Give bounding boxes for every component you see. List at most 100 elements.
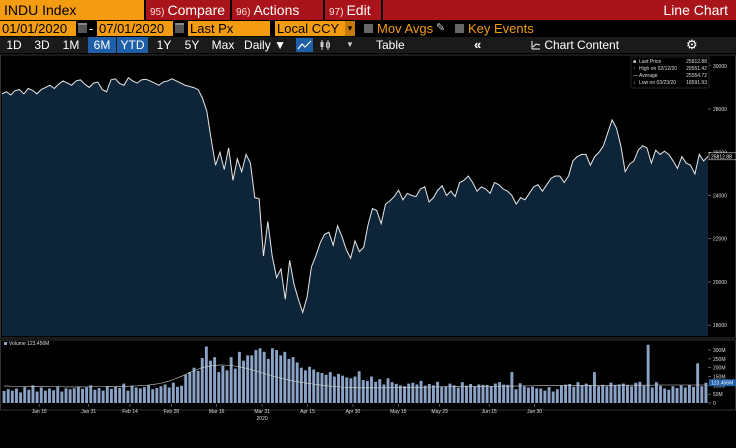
legend-marker: ↑ (633, 66, 636, 72)
volume-bar (469, 383, 473, 403)
volume-bar (122, 383, 126, 403)
period-5y[interactable]: 5Y (184, 38, 200, 52)
volume-bar (365, 380, 369, 403)
edit-button[interactable]: 97) Edit (325, 0, 381, 20)
chart-area[interactable]: 18000200002200024000260002800030000■Last… (0, 53, 736, 448)
start-date-field[interactable]: 01/01/2020 (0, 21, 76, 36)
key-events-label[interactable]: Key Events (468, 21, 534, 36)
mov-avgs-label[interactable]: Mov Avgs (377, 21, 434, 36)
volume-tick-label: 0 (713, 401, 716, 407)
key-events-checkbox[interactable] (455, 24, 464, 33)
compare-button[interactable]: 95) Compare (146, 0, 230, 20)
volume-bar (308, 366, 312, 403)
double-chevron-left-icon[interactable]: « (474, 37, 482, 52)
price-tick-label: 18000 (713, 323, 727, 329)
volume-bar (279, 355, 283, 403)
volume-bar (209, 360, 212, 403)
x-tick-label: Apr 30 (346, 409, 361, 415)
end-date-field[interactable]: 07/01/2020 (97, 21, 173, 36)
volume-bar (15, 388, 18, 403)
toolbar-fill: Line Chart (383, 0, 736, 20)
volume-bar (60, 391, 64, 403)
line-chart-icon[interactable] (296, 38, 313, 52)
actions-button[interactable]: 96) Actions (232, 0, 323, 20)
volume-bar (250, 355, 254, 403)
volume-bar (634, 382, 638, 403)
period-1m[interactable]: 1M (62, 38, 80, 52)
edit-number: 97) (329, 7, 344, 18)
chevron-down-icon[interactable]: ▾ (345, 21, 355, 36)
volume-bar (398, 385, 402, 403)
calendar-icon[interactable] (175, 23, 184, 33)
x-tick-label: Jan 15 (32, 409, 47, 415)
volume-bar (675, 388, 679, 403)
volume-bar (498, 382, 501, 403)
legend-label: High on 02/12/20 (639, 66, 677, 72)
volume-bar (89, 385, 93, 403)
volume-tick-label: 200M (713, 366, 726, 372)
period-1d[interactable]: 1D (6, 38, 22, 52)
volume-bar (242, 360, 245, 403)
candlestick-icon[interactable] (318, 38, 332, 52)
volume-bar (440, 386, 444, 403)
volume-bar (72, 388, 76, 403)
volume-bar (427, 383, 431, 403)
volume-bar (448, 383, 452, 403)
volume-bar (506, 384, 510, 403)
volume-bar (31, 385, 35, 403)
volume-bar (526, 387, 530, 403)
ticker-field[interactable]: INDU Index (0, 0, 144, 20)
chevron-down-icon[interactable]: ▼ (346, 40, 354, 49)
volume-bar (370, 376, 373, 403)
volume-bar (650, 387, 654, 403)
volume-bar (76, 386, 80, 403)
volume-bar (10, 390, 14, 403)
volume-bar (411, 382, 415, 403)
period-6m[interactable]: 6M (88, 37, 116, 53)
currency-select[interactable]: Local CCY ▾ (275, 21, 355, 36)
volume-bar (299, 367, 303, 403)
period-3d[interactable]: 3D (34, 38, 50, 52)
volume-bar (452, 385, 456, 403)
top-toolbar: INDU Index 95) Compare 96) Actions 97) Edit… (0, 0, 736, 20)
table-button[interactable]: Table (376, 38, 405, 52)
volume-bar (229, 357, 233, 403)
chart-svg[interactable]: 18000200002200024000260002800030000■Last… (0, 53, 736, 448)
volume-bar (403, 386, 406, 403)
period-max[interactable]: Max (211, 38, 235, 52)
volume-bar (270, 348, 274, 403)
period-ytd[interactable]: YTD (117, 37, 148, 53)
volume-bar (295, 362, 299, 403)
volume-bar (696, 363, 700, 403)
period-1y[interactable]: 1Y (156, 38, 172, 52)
volume-tick-label: 150M (713, 375, 726, 381)
volume-bar (304, 370, 307, 403)
x-tick-label: Jan 31 (81, 409, 96, 415)
volume-bar (155, 388, 159, 403)
mov-avgs-checkbox[interactable] (364, 24, 373, 33)
volume-bar (114, 386, 117, 403)
price-field-select[interactable]: Last Px (188, 21, 270, 36)
volume-tick-label: 50M (713, 392, 723, 398)
volume-bar (320, 373, 324, 403)
volume-bar (283, 351, 287, 403)
volume-bar (196, 370, 200, 403)
price-area (2, 77, 708, 336)
volume-bar (382, 384, 386, 403)
frequency-select[interactable]: Daily ▼ (243, 37, 287, 53)
x-tick-label: Jun 15 (482, 409, 497, 415)
volume-bar (126, 390, 130, 403)
volume-bar (105, 386, 109, 403)
volume-bar (593, 372, 596, 403)
gear-icon[interactable]: ⚙ (686, 37, 698, 52)
volume-tag (709, 379, 736, 387)
volume-bar (23, 387, 27, 403)
calendar-icon[interactable] (78, 23, 87, 33)
pencil-icon[interactable]: ✎ (436, 22, 446, 34)
caret-down-icon: ▼ (274, 38, 286, 52)
volume-bar (27, 389, 31, 403)
chart-content-button[interactable]: Chart Content (531, 37, 619, 53)
volume-bar (204, 346, 208, 403)
volume-bar (163, 384, 167, 403)
volume-bar (221, 365, 225, 403)
